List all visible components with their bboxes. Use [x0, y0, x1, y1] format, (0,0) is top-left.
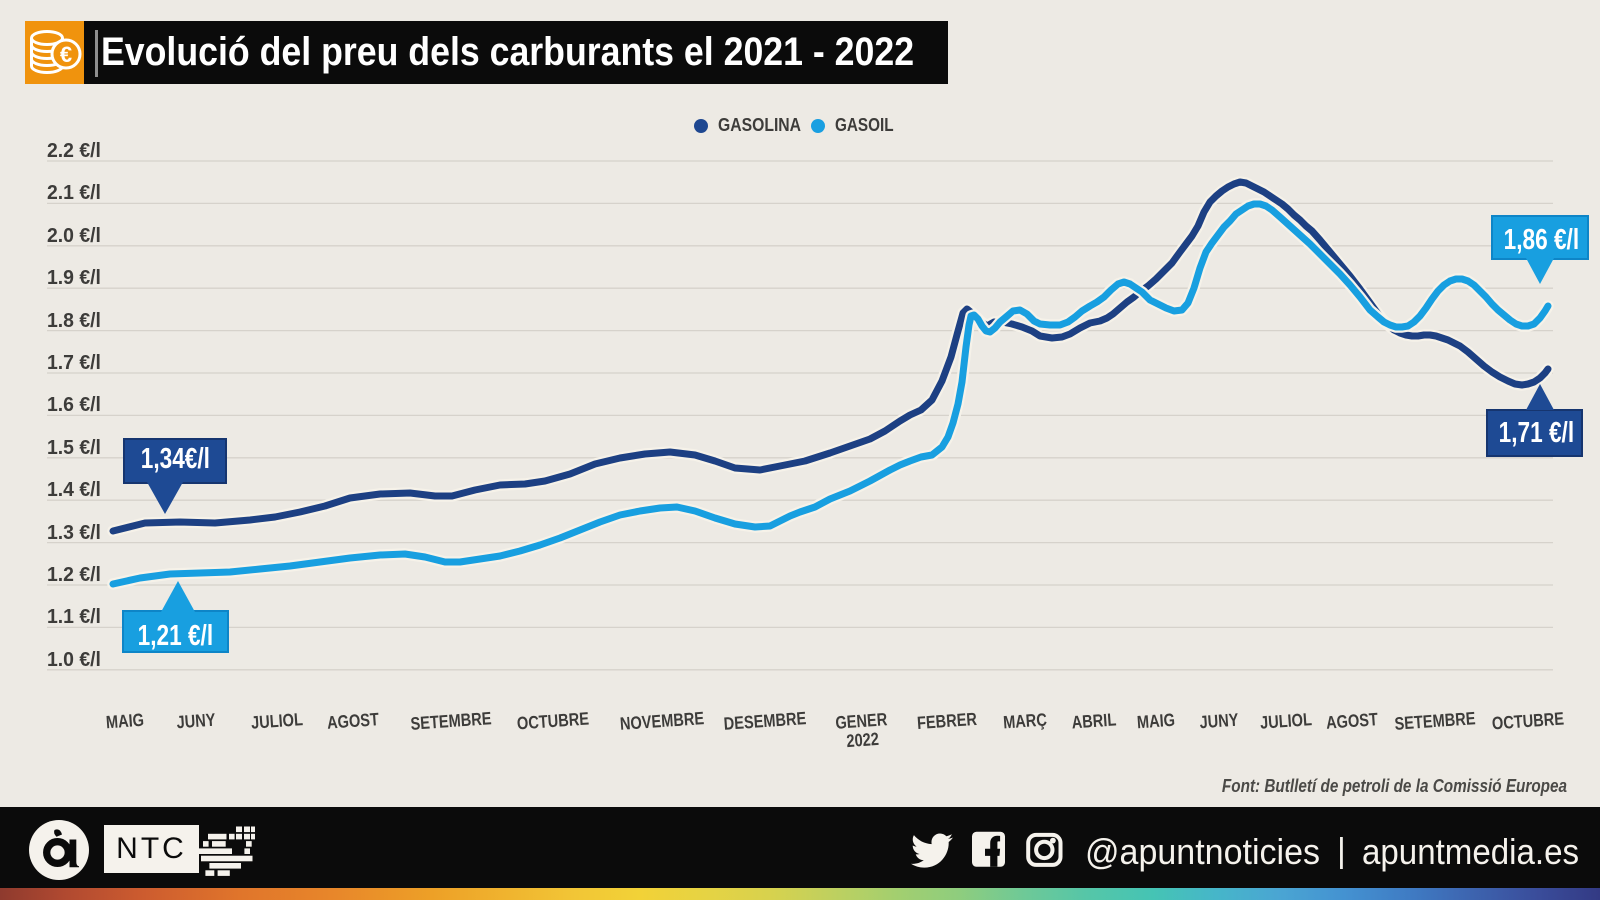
svg-text:€: €: [60, 42, 72, 67]
